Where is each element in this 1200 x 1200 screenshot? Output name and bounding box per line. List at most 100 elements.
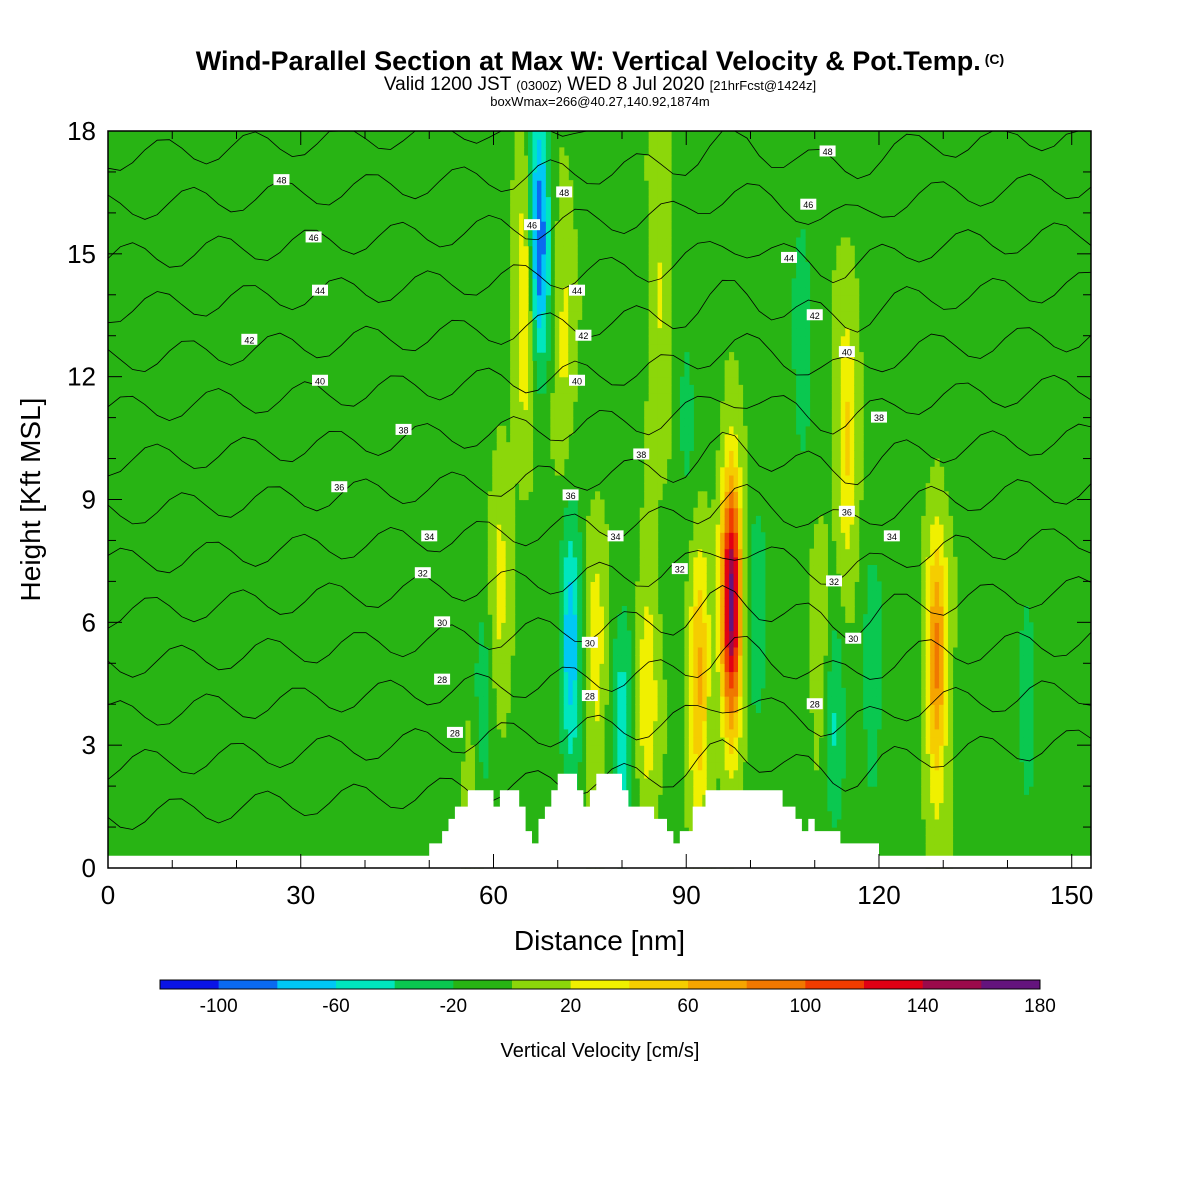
velocity-cell bbox=[626, 777, 632, 787]
velocity-cell bbox=[568, 262, 574, 271]
velocity-cell bbox=[501, 556, 507, 566]
velocity-cell bbox=[487, 532, 493, 542]
velocity-cell bbox=[595, 540, 601, 550]
theta-contour-38 bbox=[107, 327, 1092, 422]
velocity-cell bbox=[563, 425, 569, 435]
velocity-cell bbox=[684, 442, 690, 451]
velocity-cell bbox=[460, 761, 467, 771]
velocity-cell bbox=[644, 171, 650, 181]
velocity-cell bbox=[1019, 671, 1025, 681]
colorbar-label: 140 bbox=[907, 996, 939, 1017]
velocity-cell bbox=[492, 524, 498, 533]
velocity-cell bbox=[697, 663, 703, 673]
velocity-cell bbox=[702, 630, 708, 640]
velocity-cell bbox=[729, 769, 735, 779]
velocity-cell bbox=[738, 393, 744, 402]
velocity-cell bbox=[688, 565, 694, 574]
velocity-cell bbox=[496, 646, 502, 656]
velocity-cell bbox=[657, 679, 663, 689]
velocity-cell bbox=[693, 630, 699, 640]
contour-label: 28 bbox=[806, 698, 823, 710]
velocity-cell bbox=[505, 458, 511, 468]
velocity-cell bbox=[469, 769, 475, 779]
velocity-cell bbox=[639, 777, 645, 787]
velocity-cell bbox=[796, 270, 802, 279]
velocity-cell bbox=[845, 581, 851, 591]
velocity-cell bbox=[483, 663, 489, 673]
velocity-cell bbox=[590, 663, 596, 673]
velocity-cell bbox=[934, 565, 940, 574]
velocity-cell bbox=[831, 777, 837, 787]
velocity-cell bbox=[876, 630, 882, 640]
velocity-cell bbox=[943, 638, 949, 648]
velocity-cell bbox=[635, 663, 641, 673]
velocity-cell bbox=[603, 622, 610, 632]
velocity-cell bbox=[1019, 696, 1025, 705]
velocity-cell bbox=[648, 483, 654, 492]
velocity-cell bbox=[532, 352, 538, 361]
velocity-cell bbox=[831, 401, 837, 411]
velocity-cell bbox=[702, 728, 708, 738]
velocity-cell bbox=[831, 671, 837, 681]
velocity-cell bbox=[831, 352, 837, 361]
velocity-cell bbox=[505, 573, 511, 582]
velocity-cell bbox=[1023, 687, 1030, 697]
velocity-cell bbox=[822, 556, 828, 566]
velocity-cell bbox=[536, 368, 543, 378]
velocity-cell bbox=[657, 630, 663, 640]
contour-label-text: 28 bbox=[450, 728, 460, 738]
velocity-cell bbox=[666, 335, 672, 345]
velocity-cell bbox=[876, 696, 882, 705]
velocity-cell bbox=[939, 802, 945, 812]
velocity-cell bbox=[657, 262, 663, 271]
velocity-cell bbox=[688, 581, 694, 591]
velocity-cell bbox=[836, 532, 842, 542]
velocity-cell bbox=[653, 712, 659, 722]
velocity-cell bbox=[639, 515, 645, 525]
velocity-cell bbox=[563, 327, 569, 337]
velocity-cell bbox=[943, 769, 949, 779]
velocity-cell bbox=[657, 769, 663, 779]
velocity-cell bbox=[595, 622, 601, 632]
velocity-cell bbox=[939, 589, 945, 599]
velocity-cell bbox=[519, 327, 525, 337]
velocity-cell bbox=[559, 335, 565, 345]
velocity-cell bbox=[586, 524, 592, 533]
velocity-cell bbox=[653, 393, 659, 402]
velocity-cell bbox=[711, 589, 717, 599]
velocity-cell bbox=[550, 450, 556, 460]
velocity-cell bbox=[648, 131, 654, 140]
velocity-cell bbox=[541, 212, 547, 222]
colorbar-label: -100 bbox=[200, 996, 238, 1017]
velocity-cell bbox=[572, 605, 578, 615]
velocity-cell bbox=[639, 507, 645, 517]
velocity-cell bbox=[724, 589, 730, 599]
velocity-cell bbox=[840, 294, 846, 304]
velocity-cell bbox=[545, 253, 551, 263]
velocity-cell bbox=[621, 777, 627, 787]
velocity-cell bbox=[523, 491, 529, 501]
velocity-cell bbox=[644, 581, 650, 591]
velocity-cell bbox=[867, 736, 873, 746]
velocity-cell bbox=[715, 548, 721, 558]
velocity-cell bbox=[845, 384, 851, 394]
velocity-cell bbox=[939, 843, 945, 853]
velocity-cell bbox=[478, 745, 484, 754]
velocity-cell bbox=[559, 614, 565, 623]
velocity-cell bbox=[510, 417, 516, 427]
velocity-cell bbox=[501, 507, 507, 517]
velocity-cell bbox=[693, 614, 699, 623]
velocity-cell bbox=[1023, 638, 1030, 648]
velocity-cell bbox=[827, 769, 833, 779]
velocity-cell bbox=[688, 728, 694, 738]
velocity-cell bbox=[729, 515, 735, 525]
velocity-cell bbox=[760, 540, 766, 550]
velocity-cell bbox=[939, 810, 945, 820]
velocity-cell bbox=[809, 614, 815, 623]
velocity-cell bbox=[836, 671, 842, 681]
velocity-cell bbox=[733, 433, 739, 443]
velocity-cell bbox=[550, 442, 556, 451]
velocity-cell bbox=[836, 376, 842, 386]
velocity-cell bbox=[930, 532, 936, 542]
velocity-cell bbox=[867, 712, 873, 722]
